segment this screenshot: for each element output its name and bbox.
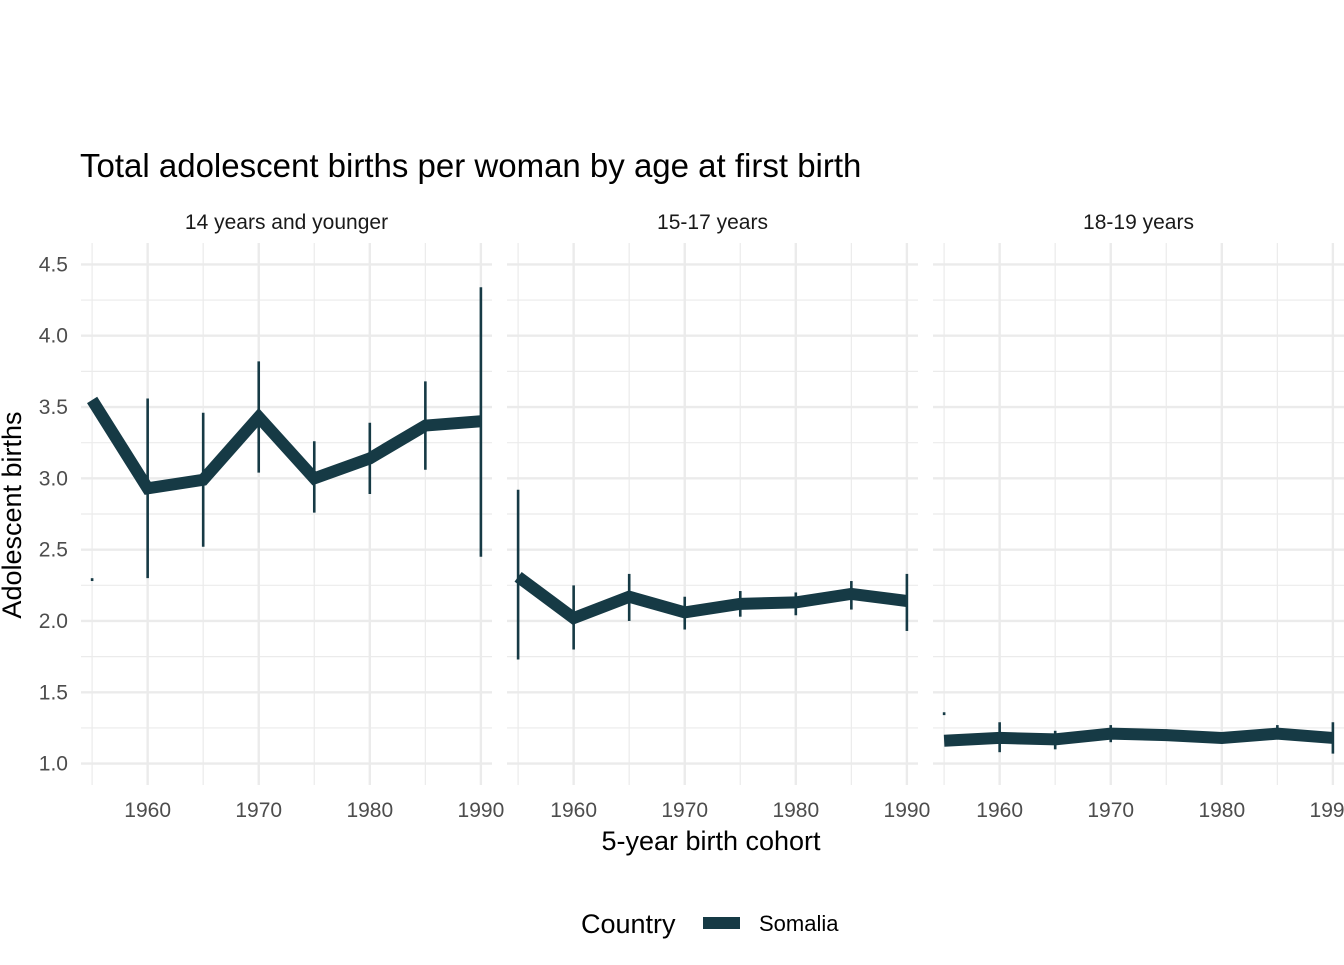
y-tick-label: 3.0 bbox=[39, 467, 68, 490]
legend-key-somalia bbox=[703, 917, 740, 929]
series-line-somalia bbox=[943, 727, 1334, 747]
y-tick-label: 4.5 bbox=[39, 253, 68, 276]
x-tick-label: 1980 bbox=[1198, 799, 1245, 822]
y-tick-label: 1.0 bbox=[39, 753, 68, 776]
x-tick-label: 1970 bbox=[1087, 799, 1134, 822]
y-tick-label: 2.0 bbox=[39, 610, 68, 633]
y-axis-label: Adolescent births bbox=[0, 411, 27, 618]
x-tick-label: 1980 bbox=[346, 799, 393, 822]
x-tick-label: 1970 bbox=[661, 799, 708, 822]
x-tick-label: 1960 bbox=[550, 799, 597, 822]
x-tick-label: 1990 bbox=[1310, 799, 1344, 822]
chart-title: Total adolescent births per woman by age… bbox=[80, 147, 861, 184]
x-tick-label: 1960 bbox=[124, 799, 171, 822]
x-axis-label: 5-year birth cohort bbox=[601, 826, 821, 856]
panel-1: 14 years and younger 1960 1970 1980 1990 1.0 1… bbox=[39, 211, 504, 822]
panel-2: 15-17 years 1960 1970 1980 1990 bbox=[507, 211, 930, 822]
y-tick-label: 4.0 bbox=[39, 325, 68, 348]
x-tick-label: 1970 bbox=[235, 799, 282, 822]
panel-label: 18-19 years bbox=[1083, 211, 1194, 234]
x-tick-label: 1990 bbox=[458, 799, 505, 822]
series-line-somalia bbox=[514, 571, 908, 625]
x-tick-label: 1960 bbox=[976, 799, 1023, 822]
legend: Country Somalia bbox=[581, 909, 839, 939]
panel-label: 14 years and younger bbox=[185, 211, 388, 234]
panel-label: 15-17 years bbox=[657, 211, 768, 234]
x-tick-label: 1990 bbox=[884, 799, 931, 822]
panels-layer: 14 years and younger 1960 1970 1980 1990 1.0 1… bbox=[39, 211, 1344, 822]
legend-title: Country bbox=[581, 909, 676, 939]
series-line-somalia bbox=[87, 396, 482, 495]
panel-3: 18-19 years 1960 1970 1980 1990 bbox=[933, 211, 1344, 822]
y-tick-label: 3.5 bbox=[39, 396, 68, 419]
y-tick-label: 1.5 bbox=[39, 681, 68, 704]
x-tick-label: 1980 bbox=[772, 799, 819, 822]
legend-entry-somalia: Somalia bbox=[759, 911, 839, 936]
y-tick-label: 2.5 bbox=[39, 539, 68, 562]
